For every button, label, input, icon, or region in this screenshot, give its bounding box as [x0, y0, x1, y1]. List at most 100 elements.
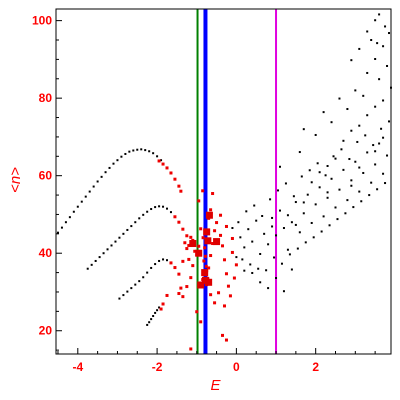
data-point-red — [228, 294, 232, 298]
data-point-black — [318, 186, 321, 189]
data-point-red — [193, 249, 197, 253]
data-point-red — [224, 338, 228, 342]
data-point-red — [209, 208, 213, 212]
data-point-black — [156, 309, 159, 312]
plot-frame — [55, 8, 392, 355]
data-point-black — [255, 219, 258, 222]
data-point-black — [374, 19, 377, 22]
data-point-black — [384, 25, 387, 28]
data-point-black — [312, 236, 315, 239]
data-point-black — [298, 231, 301, 234]
data-point-black — [340, 148, 343, 151]
data-point-red — [204, 237, 212, 245]
data-point-black — [376, 42, 379, 45]
data-point-red — [207, 266, 211, 270]
data-point-black — [142, 276, 145, 279]
data-point-red — [185, 285, 189, 289]
data-point-black — [356, 140, 359, 143]
data-point-red — [205, 278, 213, 286]
data-point-red — [165, 293, 169, 297]
data-point-black — [169, 211, 172, 214]
data-point-red — [185, 234, 189, 238]
data-point-red — [177, 292, 181, 296]
data-point-black — [324, 174, 327, 177]
data-point-black — [122, 294, 125, 297]
data-point-black — [136, 148, 139, 151]
data-point-red — [217, 291, 221, 295]
data-point-black — [354, 160, 357, 163]
data-point-red — [187, 257, 191, 261]
data-point-black — [277, 189, 280, 192]
data-point-black — [320, 230, 323, 233]
data-point-red — [181, 227, 185, 231]
data-point-black — [146, 210, 149, 213]
data-point-red — [173, 266, 177, 270]
data-point-black — [72, 210, 75, 213]
data-point-black — [126, 228, 129, 231]
data-point-red — [203, 246, 207, 250]
data-point-black — [326, 196, 329, 199]
data-point-black — [374, 163, 377, 166]
data-point-black — [294, 201, 297, 204]
data-point-red — [177, 272, 181, 276]
data-point-red — [161, 162, 165, 166]
data-point-black — [249, 263, 252, 266]
data-point-black — [386, 154, 389, 157]
data-point-black — [134, 283, 137, 286]
y-tick-label: 60 — [39, 169, 53, 183]
data-point-red — [183, 241, 187, 245]
data-point-black — [88, 190, 91, 193]
data-point-black — [154, 311, 157, 314]
data-point-red — [202, 259, 206, 263]
data-point-black — [269, 198, 272, 201]
data-point-black — [257, 267, 260, 270]
data-point-red — [222, 258, 226, 262]
data-point-black — [110, 244, 113, 247]
data-point-black — [322, 215, 325, 218]
data-point-black — [326, 164, 329, 167]
data-point-black — [271, 225, 274, 228]
data-point-red — [213, 229, 217, 233]
data-point-black — [60, 226, 63, 229]
data-point-black — [158, 205, 161, 208]
data-point-black — [286, 214, 289, 217]
data-point-black — [158, 306, 161, 309]
data-point-red — [213, 301, 217, 305]
data-point-red — [177, 220, 181, 224]
data-point-black — [330, 121, 333, 124]
data-point-black — [150, 208, 153, 211]
data-point-black — [162, 258, 165, 261]
data-point-red — [191, 264, 195, 268]
data-point-black — [314, 133, 317, 136]
data-point-red — [219, 233, 223, 237]
data-point-black — [290, 221, 293, 224]
data-point-black — [241, 258, 244, 261]
data-point-black — [350, 59, 353, 62]
data-point-red — [197, 199, 201, 203]
data-point-black — [382, 172, 385, 175]
data-point-black — [98, 256, 101, 259]
data-point-black — [160, 159, 163, 162]
x-tick-label: -2 — [152, 360, 163, 374]
data-point-black — [382, 136, 385, 139]
data-point-red — [209, 254, 213, 258]
data-point-black — [148, 150, 151, 153]
data-point-black — [56, 231, 59, 234]
y-tick-label: 80 — [39, 91, 53, 105]
data-point-black — [296, 247, 299, 250]
data-point-red — [179, 189, 183, 193]
data-point-black — [290, 268, 293, 271]
data-point-black — [372, 144, 375, 147]
data-point-black — [128, 150, 131, 153]
x-tick-label: 2 — [312, 360, 319, 374]
data-point-black — [239, 236, 242, 239]
data-point-black — [382, 45, 385, 48]
data-point-black — [358, 47, 361, 50]
data-point-red — [234, 263, 238, 267]
data-point-black — [132, 149, 135, 152]
data-point-red — [199, 320, 203, 324]
data-point-black — [243, 269, 246, 272]
data-point-black — [350, 184, 353, 187]
data-point-black — [261, 215, 264, 217]
